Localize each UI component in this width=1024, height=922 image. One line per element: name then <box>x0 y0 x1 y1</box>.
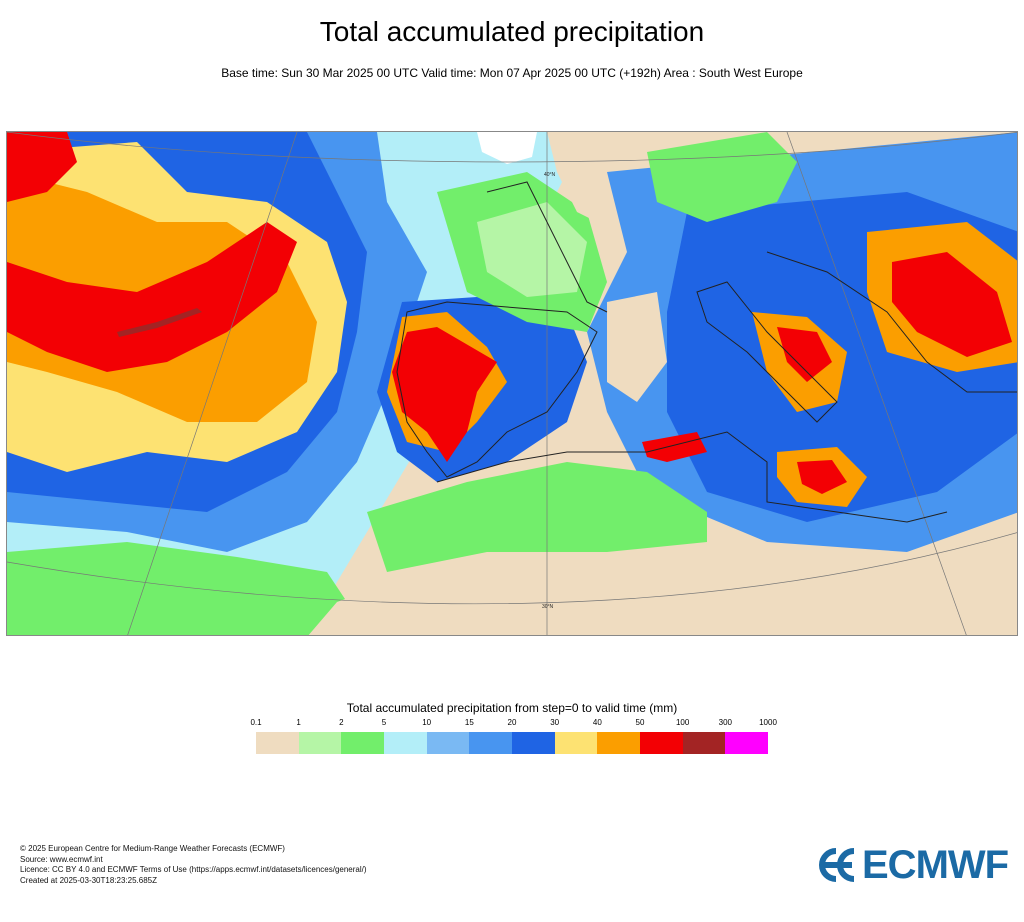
footer-copyright: © 2025 European Centre for Medium-Range … <box>20 844 285 853</box>
sahara-dry-zone <box>308 532 1017 635</box>
france-light-green-zone <box>477 202 587 297</box>
legend-swatch <box>341 732 385 754</box>
legend-tick-label: 40 <box>592 718 602 727</box>
legend-title: Total accumulated precipitation from ste… <box>346 701 678 715</box>
map-title: Total accumulated precipitation <box>319 16 705 47</box>
legend-tick-label: 15 <box>464 718 474 727</box>
legend-tick-label: 5 <box>381 718 387 727</box>
footer-source: Source: www.ecmwf.int <box>20 854 103 864</box>
legend-swatch <box>512 732 555 754</box>
precipitation-map: 40°N 30°N <box>6 131 1018 636</box>
atlantic-green-zone <box>7 542 347 635</box>
central-med-dry-patch <box>607 292 667 402</box>
legend-tick-label: 100 <box>675 718 690 727</box>
legend-swatch <box>426 732 470 754</box>
legend-tick-label: 1000 <box>759 718 777 727</box>
legend-swatch <box>725 732 769 754</box>
legend-tick-label: 300 <box>718 718 733 727</box>
legend-tick-label: 1 <box>296 718 301 727</box>
ionian-red-zone <box>797 460 847 494</box>
legend-tick-label: 30 <box>550 718 560 727</box>
footer-credits: © 2025 European Centre for Medium-Range … <box>20 844 367 886</box>
france-coastline <box>486 181 608 313</box>
legend-swatch <box>384 732 427 754</box>
balkans-red-zone <box>892 252 1012 357</box>
atlantic-dark-red-streak <box>117 308 202 337</box>
latitude-line-40n <box>7 132 1017 163</box>
map-subtitle: Base time: Sun 30 Mar 2025 00 UTC Valid … <box>221 66 803 80</box>
footer-created: Created at 2025-03-30T18:23:25.685Z <box>20 875 157 885</box>
lat-label-40n: 40°N <box>544 172 556 178</box>
east-green-zone <box>647 132 797 222</box>
latitude-line-30n <box>7 532 1017 605</box>
legend-swatch <box>256 732 299 754</box>
legend-tick-label: 10 <box>422 718 432 727</box>
meridian-line-east <box>786 132 967 635</box>
legend-swatch <box>640 732 683 754</box>
ecmwf-logo-icon <box>819 848 855 882</box>
legend-swatch <box>469 732 513 754</box>
ecmwf-logo-text: ECMWF <box>862 842 1009 887</box>
iberia-coastline <box>396 301 598 478</box>
legend-tick-label: 2 <box>339 718 344 727</box>
legend-swatch <box>597 732 641 754</box>
legend-tick-label: 0.1 <box>250 718 262 727</box>
italy-coastline <box>696 281 838 423</box>
legend-swatch <box>554 732 598 754</box>
map-canvas: 40°N 30°N <box>7 132 1017 635</box>
legend-swatch <box>682 732 726 754</box>
meridian-line-west <box>127 132 298 635</box>
legend-tick-label: 20 <box>507 718 517 727</box>
legend-swatch <box>298 732 342 754</box>
north-africa-coastline <box>436 431 948 523</box>
atlantic-red-band <box>7 222 297 372</box>
iberia-red-zone <box>392 327 497 462</box>
north-africa-green-zone <box>367 462 707 572</box>
algeria-red-zone <box>642 432 707 462</box>
snow-white-patch <box>477 132 537 164</box>
italy-red-zone <box>777 327 832 382</box>
legend-tick-labels: 0.1 1 2 5 10 15 20 30 40 50 100 300 1000 <box>250 718 776 730</box>
footer-licence: Licence: CC BY 4.0 and ECMWF Terms of Us… <box>20 865 367 874</box>
balkans-coastline <box>766 251 1017 393</box>
legend-color-bar <box>256 732 769 754</box>
ecmwf-logo: ECMWF <box>814 843 1009 887</box>
legend-tick-label: 50 <box>635 718 645 727</box>
lat-label-30n: 30°N <box>542 604 554 610</box>
atlantic-red-corner <box>7 132 77 202</box>
